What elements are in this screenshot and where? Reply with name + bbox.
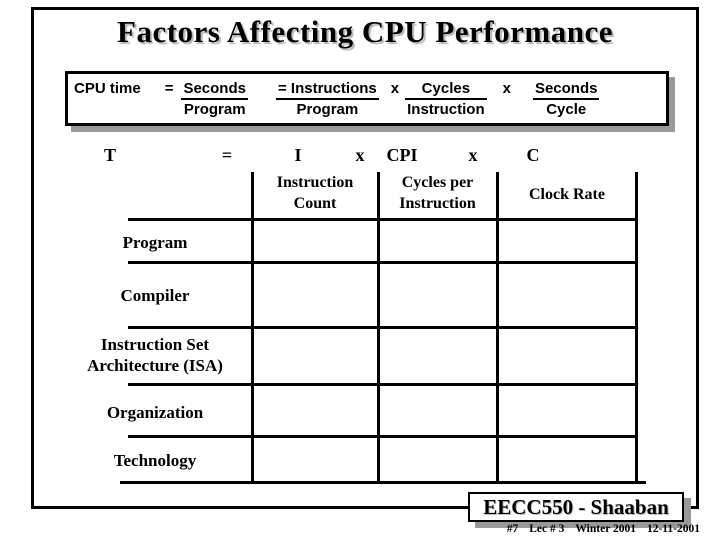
column-header-line: Instruction: [399, 195, 476, 212]
fraction-denominator: Program: [183, 101, 246, 118]
fraction-denominator: Instruction: [407, 101, 485, 118]
column-header-instruction-count: Instruction Count: [252, 172, 378, 214]
slide-number: #7: [506, 523, 519, 535]
column-header-line: Clock Rate: [529, 186, 605, 203]
fraction-numerator: Cycles: [421, 80, 471, 97]
equation-term-i: I: [294, 145, 302, 165]
row-label-technology: Technology: [58, 450, 252, 471]
column-header-line: Count: [293, 195, 337, 212]
lecture-number: Lec # 3: [529, 523, 565, 535]
row-label-line: Technology: [113, 451, 197, 470]
course-badge-text: EECC550 - Shaaban: [483, 494, 669, 519]
formula-lhs: CPU time: [74, 80, 141, 97]
times-sign: x: [502, 80, 511, 97]
row-label-compiler: Compiler: [58, 285, 252, 306]
term-label: Winter 2001: [575, 523, 636, 535]
row-label-program: Program: [58, 232, 252, 253]
times-sign: x: [390, 80, 400, 97]
table-horizontal-rule: [128, 261, 638, 264]
row-label-instruction-set-architecture: Instruction Set Architecture (ISA): [58, 334, 252, 376]
row-label-line: Organization: [106, 403, 204, 422]
fraction-seconds-per-cycle: Seconds Cycle: [532, 79, 600, 119]
date-label: 12-11-2001: [646, 523, 700, 535]
equation-times-sign: x: [468, 145, 478, 165]
cpu-time-formula-box: CPU time = Seconds Program = Instruction…: [65, 71, 669, 126]
fraction-denominator: Cycle: [546, 101, 587, 118]
table-horizontal-rule: [128, 435, 638, 438]
column-header-line: Instruction: [276, 174, 354, 191]
fraction-bar: [405, 98, 487, 100]
fraction-numerator: Seconds: [183, 80, 246, 97]
fraction-instructions-per-program: = Instructions Program: [275, 79, 379, 119]
fraction-bar: [181, 98, 248, 100]
fraction-cycles-per-instruction: Cycles Instruction: [405, 79, 487, 119]
fraction-denominator: Program: [296, 101, 359, 118]
footer-meta: #7 Lec # 3 Winter 2001 12-11-2001: [455, 523, 700, 535]
equation-term-t: T: [103, 145, 117, 165]
row-label-line: Compiler: [120, 286, 190, 305]
table-horizontal-rule: [128, 218, 638, 221]
equation-term-cpi: CPI: [386, 145, 418, 165]
course-badge: EECC550 - Shaaban: [468, 492, 684, 522]
fraction-numerator: = Instructions: [277, 80, 377, 97]
slide-title: Factors Affecting CPU Performance: [117, 14, 613, 49]
fraction-seconds-per-program: Seconds Program: [181, 79, 248, 119]
row-label-line: Program: [122, 233, 188, 252]
equation-times-sign: x: [355, 145, 365, 165]
fraction-bar: [275, 98, 379, 100]
fraction-numerator: Seconds: [534, 80, 598, 97]
table-horizontal-rule: [120, 481, 646, 484]
fraction-bar: [532, 98, 600, 100]
equation-term-c: C: [526, 145, 540, 165]
column-header-clock-rate: Clock Rate: [497, 184, 637, 205]
column-header-line: Cycles per: [401, 174, 474, 191]
row-label-organization: Organization: [58, 402, 252, 423]
table-horizontal-rule: [128, 326, 638, 329]
equation-equals-sign: =: [221, 145, 233, 165]
row-label-line: Architecture (ISA): [87, 356, 223, 375]
row-label-line: Instruction Set: [100, 335, 210, 354]
column-header-cycles-per-instruction: Cycles per Instruction: [378, 172, 497, 214]
table-horizontal-rule: [128, 383, 638, 386]
equals-sign: =: [164, 80, 174, 97]
